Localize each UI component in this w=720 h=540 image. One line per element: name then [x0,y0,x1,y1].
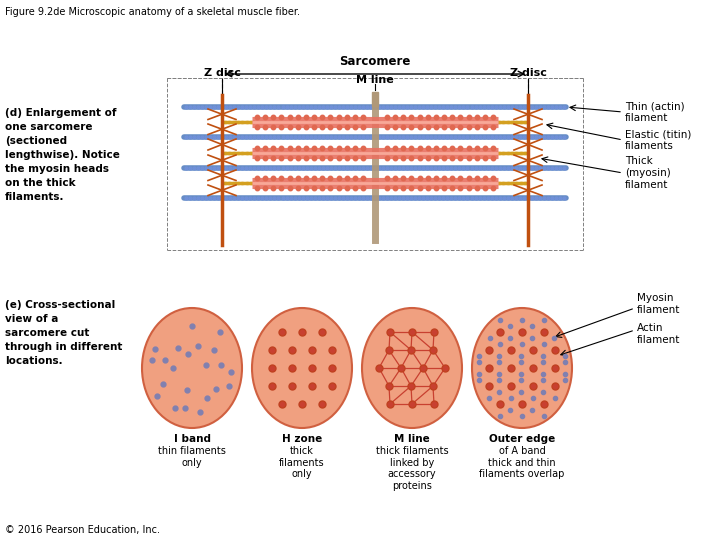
Text: Thick
(myosin)
filament: Thick (myosin) filament [625,157,671,190]
Text: (e) Cross-sectional
view of a
sarcomere cut
through in different
locations.: (e) Cross-sectional view of a sarcomere … [5,300,122,366]
Text: Elastic (titin)
filaments: Elastic (titin) filaments [625,129,691,151]
Text: thick
filaments
only: thick filaments only [279,446,325,479]
Ellipse shape [362,308,462,428]
Text: Sarcomere: Sarcomere [339,55,410,68]
Text: of A band
thick and thin
filaments overlap: of A band thick and thin filaments overl… [480,446,564,479]
Text: H zone: H zone [282,434,322,444]
Ellipse shape [472,308,572,428]
Text: thin filaments
only: thin filaments only [158,446,226,468]
Text: Outer edge: Outer edge [489,434,555,444]
Text: © 2016 Pearson Education, Inc.: © 2016 Pearson Education, Inc. [5,525,160,535]
Text: M line: M line [356,75,394,85]
Text: Figure 9.2de Microscopic anatomy of a skeletal muscle fiber.: Figure 9.2de Microscopic anatomy of a sk… [5,7,300,17]
Text: (d) Enlargement of
one sarcomere
(sectioned
lengthwise). Notice
the myosin heads: (d) Enlargement of one sarcomere (sectio… [5,108,120,202]
Text: Z disc: Z disc [510,68,546,78]
Ellipse shape [252,308,352,428]
Bar [372,92,378,106]
Text: I band: I band [174,434,210,444]
Text: Myosin
filament: Myosin filament [637,293,680,315]
Text: M line: M line [394,434,430,444]
Text: Z disc: Z disc [204,68,240,78]
Text: thick filaments
linked by
accessory
proteins: thick filaments linked by accessory prot… [376,446,449,491]
Text: Thin (actin)
filament: Thin (actin) filament [625,101,685,123]
Text: Actin
filament: Actin filament [637,323,680,345]
Ellipse shape [142,308,242,428]
